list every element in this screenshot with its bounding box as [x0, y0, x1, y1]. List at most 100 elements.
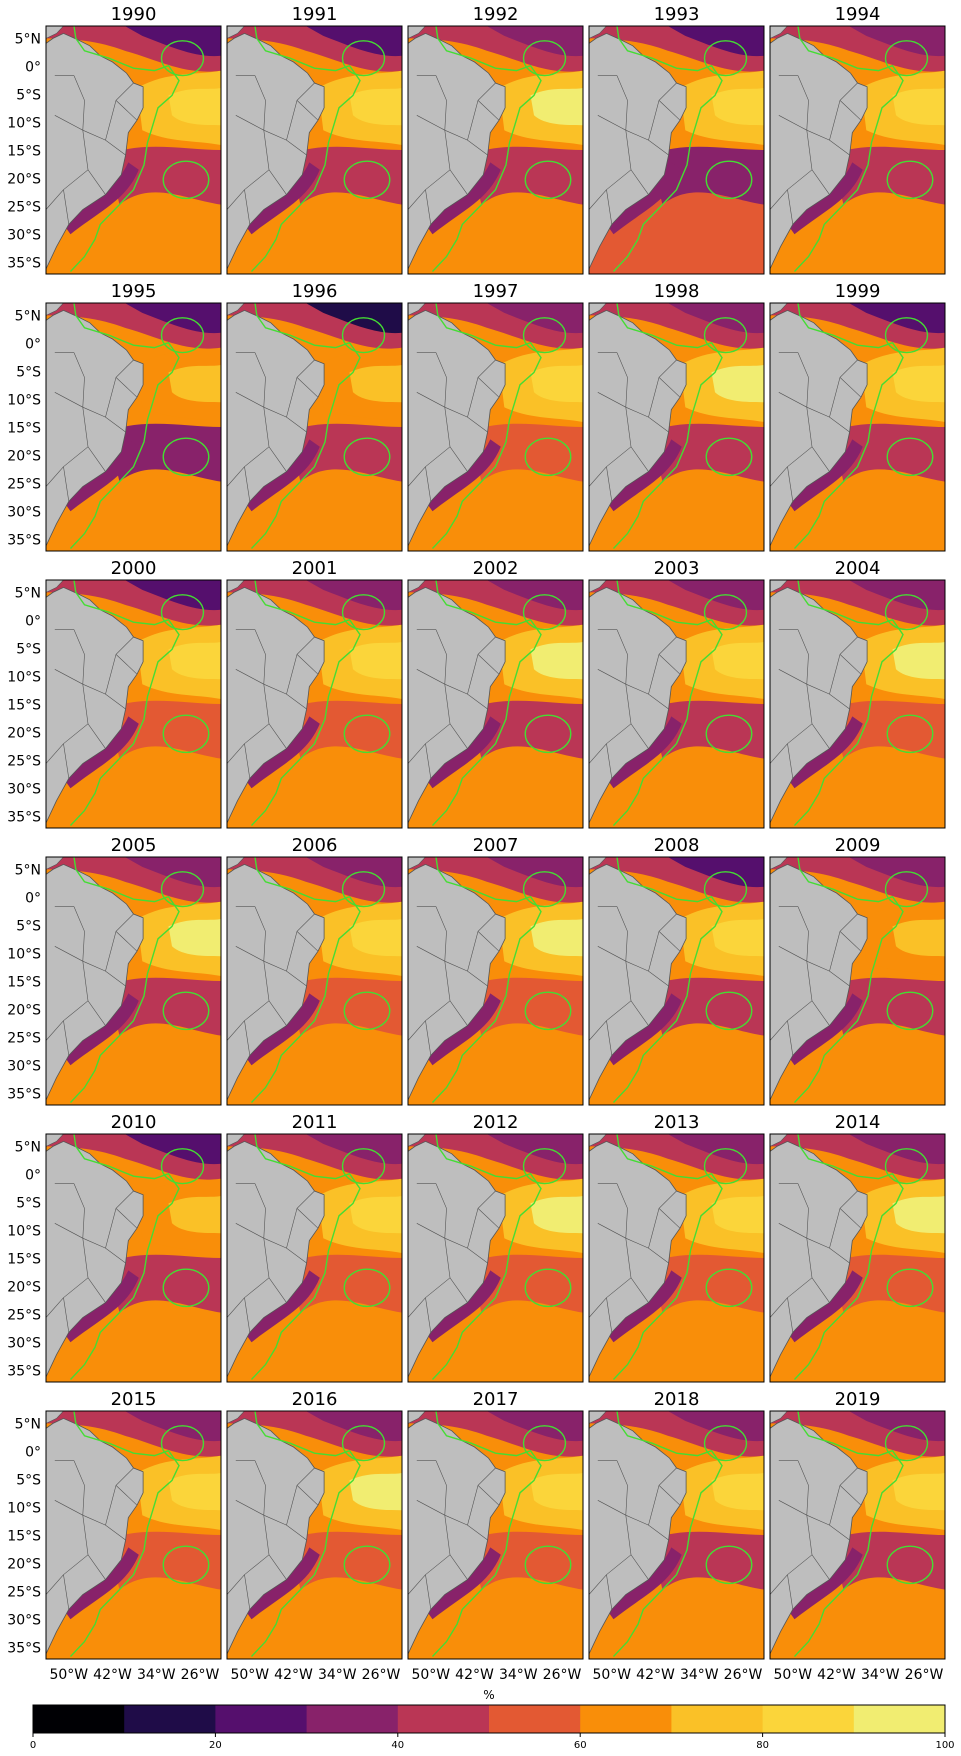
land-mass: [227, 1417, 325, 1655]
lat-tick-label: 5°S: [16, 641, 41, 657]
lat-tick-label: 10°S: [7, 116, 41, 132]
eez-outline: [250, 580, 361, 826]
tropical-core: [892, 365, 945, 403]
lon-tick-label: 42°W: [93, 1667, 132, 1683]
panel-frame: [588, 1133, 765, 1383]
coastal-band: [425, 439, 501, 512]
lat-tick-label: 20°S: [7, 1557, 41, 1573]
island-outline-south: [886, 991, 934, 1031]
state-border: [778, 1500, 850, 1541]
eez-outline: [612, 857, 723, 1103]
coastal-band: [787, 993, 863, 1066]
lat-tick-label: 35°S: [7, 1087, 41, 1103]
state-border: [115, 654, 138, 675]
land-mass-north: [589, 1411, 607, 1424]
land-mass-north: [770, 26, 788, 39]
eez-outline: [431, 580, 542, 826]
state-border: [296, 654, 319, 675]
state-border: [778, 1223, 850, 1264]
coastal-band: [787, 1270, 863, 1343]
eez-outline: [793, 303, 904, 549]
coastal-band: [244, 1270, 320, 1343]
island-outline-north: [884, 871, 929, 908]
panel-title: 1997: [473, 281, 519, 302]
panel-frame: [769, 25, 946, 275]
lat-tick-label: 15°S: [7, 975, 41, 991]
island-outline-south: [524, 1268, 572, 1308]
tropical-core: [530, 88, 583, 126]
equatorial-core: [124, 303, 221, 334]
coastal-band: [63, 162, 139, 235]
coastal-band: [63, 1270, 139, 1343]
island-outline-north: [703, 871, 748, 908]
land-mass-north: [589, 303, 607, 316]
eez-outline: [431, 1134, 542, 1380]
eez-outline: [431, 1411, 542, 1657]
lon-tick-label: 50°W: [230, 1667, 269, 1683]
panel-grid: 1990 5°N 0° 5°S 10°S 15°S 20°S 25°S 30°S 35°S 1991…: [7, 4, 946, 1683]
lon-tick-label: 42°W: [455, 1667, 494, 1683]
panel-title: 2012: [473, 1112, 519, 1133]
lat-tick-label: 20°S: [7, 449, 41, 465]
lat-tick-label: 0°: [25, 890, 41, 906]
state-border: [416, 392, 488, 433]
tropical-core: [349, 365, 402, 403]
equatorial-core: [486, 1411, 583, 1442]
lat-tick-label: 30°S: [7, 1336, 41, 1352]
land-mass-north: [227, 26, 245, 39]
eez-outline: [612, 580, 723, 826]
equatorial-core: [667, 857, 764, 888]
state-border: [73, 75, 85, 131]
panel-title: 1992: [473, 4, 519, 25]
eez-outline: [793, 580, 904, 826]
map-panel: 2018 50°W 42°W 34°W 26°W: [588, 1389, 765, 1683]
island-outline-south: [343, 991, 391, 1031]
lat-tick-label: 35°S: [7, 1364, 41, 1380]
equatorial-core: [486, 26, 583, 57]
land-mass-north: [770, 1411, 788, 1424]
lat-tick-label: 10°S: [7, 947, 41, 963]
island-outline-south: [886, 714, 934, 754]
colorbar-segment: [853, 1705, 946, 1733]
lat-tick-label: 10°S: [7, 670, 41, 686]
state-border: [115, 1208, 138, 1229]
state-border: [254, 75, 266, 131]
land-mass: [770, 863, 868, 1101]
island-outline-north: [522, 1148, 567, 1185]
state-border: [435, 1183, 447, 1239]
land-mass: [408, 32, 506, 270]
panel-title: 1995: [111, 281, 157, 302]
island-outline-north: [703, 594, 748, 631]
state-border: [46, 1020, 64, 1041]
land-mass: [46, 1417, 144, 1655]
lon-tick-label: 42°W: [636, 1667, 675, 1683]
lat-tick-label: 5°N: [15, 862, 41, 878]
state-border: [839, 931, 862, 952]
panel-frame: [45, 579, 222, 829]
equatorial-core: [848, 1411, 945, 1442]
lat-tick-label: 15°S: [7, 1252, 41, 1268]
lat-tick-label: 15°S: [7, 698, 41, 714]
state-border: [408, 466, 426, 487]
state-border: [597, 946, 669, 987]
panel-frame: [407, 579, 584, 829]
lat-tick-label: 30°S: [7, 505, 41, 521]
state-border: [235, 669, 307, 710]
state-border: [235, 946, 307, 987]
tropical-core: [530, 365, 583, 403]
eez-outline: [612, 1411, 723, 1657]
map-panel: 2008: [588, 835, 765, 1106]
panel-frame: [588, 302, 765, 552]
island-outline-north: [522, 40, 567, 77]
eez-outline: [250, 26, 361, 272]
map-panel: 1997: [407, 281, 584, 552]
island-outline-south: [162, 160, 210, 200]
eez-outline: [431, 857, 542, 1103]
lat-tick-label: 0°: [25, 59, 41, 75]
eez-outline: [431, 303, 542, 549]
panel-title: 2007: [473, 835, 519, 856]
land-mass: [589, 1140, 687, 1378]
coastal-band: [787, 1547, 863, 1620]
colorbar-segment: [124, 1705, 216, 1733]
